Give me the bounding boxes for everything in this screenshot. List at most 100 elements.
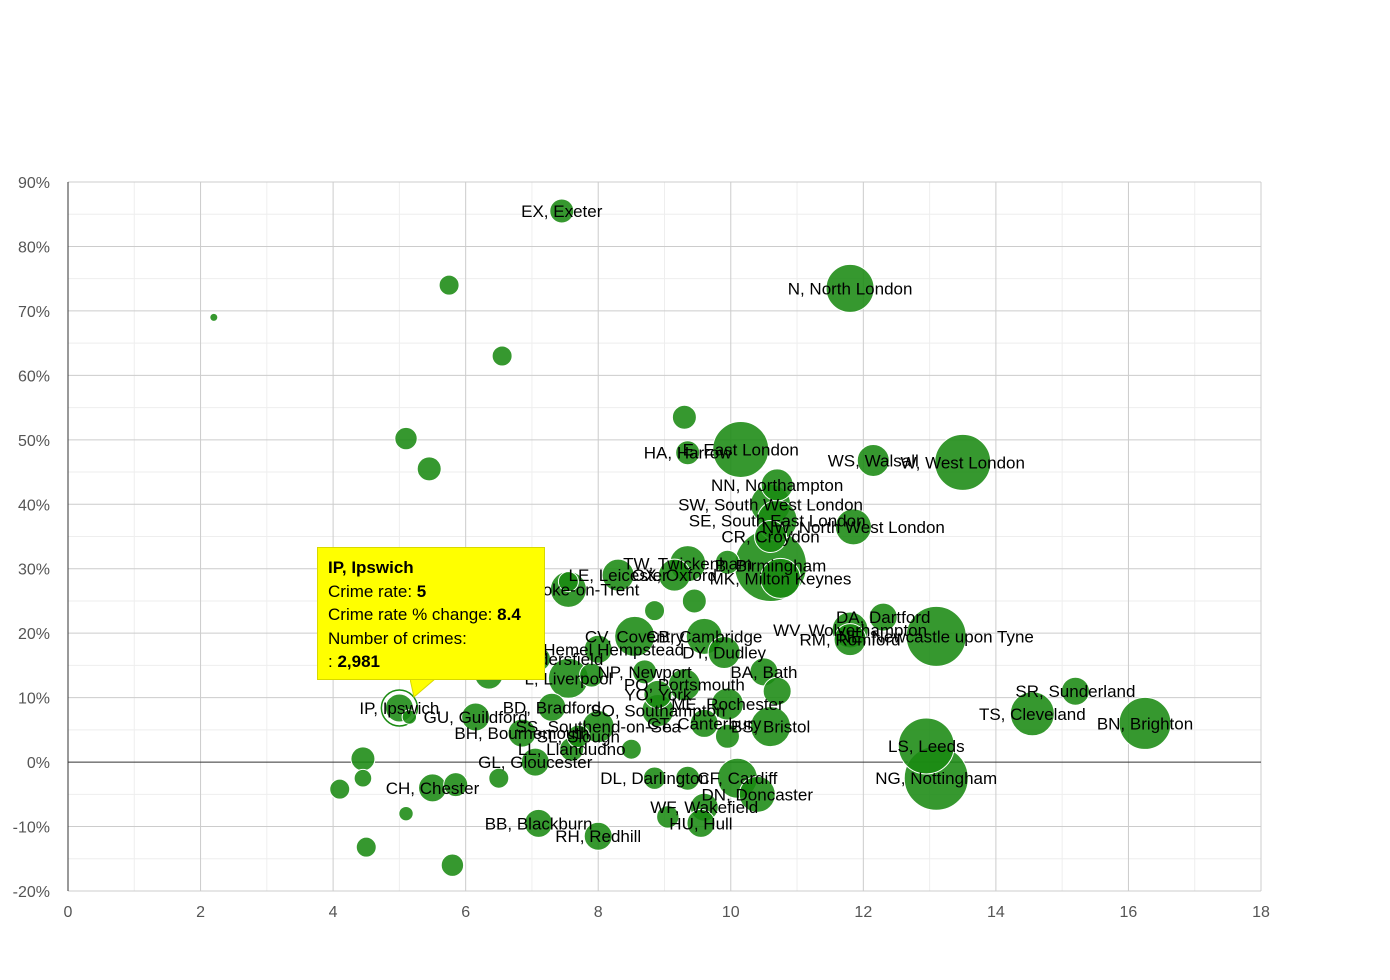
bubble[interactable] <box>443 772 469 798</box>
bubble[interactable] <box>583 634 613 664</box>
bubble[interactable] <box>710 687 744 721</box>
bubble-label: NE, Newcastle upon Tyne <box>839 627 1034 646</box>
bubble[interactable] <box>620 738 642 760</box>
bubble-label: CH, Chester <box>386 779 480 798</box>
bubble[interactable] <box>614 615 656 657</box>
y-tick-label: 80% <box>18 239 50 256</box>
bubble[interactable] <box>440 853 465 877</box>
bubble[interactable] <box>643 679 673 709</box>
bubble[interactable] <box>689 708 719 738</box>
bubble[interactable] <box>825 263 875 313</box>
bubble[interactable] <box>1009 691 1055 737</box>
bubble[interactable] <box>209 312 219 322</box>
bubble[interactable] <box>681 588 707 614</box>
bubble-label: ME, Rochester <box>671 695 784 714</box>
tooltip-title: IP, Ipswich <box>328 558 414 577</box>
bubble-label: DA, Dartford <box>836 608 930 627</box>
bubble[interactable] <box>557 571 579 593</box>
bubble-label: LE, Leicester <box>568 566 668 585</box>
y-tick-label: 0% <box>27 755 50 772</box>
bubble[interactable] <box>905 605 967 667</box>
tooltip: IP, Ipswich Crime rate: 5 Crime rate % c… <box>317 547 545 680</box>
bubble[interactable] <box>712 420 770 478</box>
bubble[interactable] <box>675 765 701 791</box>
x-tick-label: 8 <box>594 904 603 921</box>
bubble[interactable] <box>738 775 776 813</box>
bubble[interactable] <box>632 659 658 685</box>
bubble[interactable] <box>714 723 740 749</box>
bubble[interactable] <box>350 746 376 772</box>
bubble[interactable] <box>834 508 872 546</box>
bubble[interactable] <box>491 345 513 367</box>
bubble[interactable] <box>714 549 740 575</box>
bubble-label: WS, Walsall <box>828 451 919 470</box>
bubble[interactable] <box>656 805 680 829</box>
bubble[interactable] <box>1118 696 1172 750</box>
bubble[interactable] <box>461 702 491 732</box>
bubble[interactable] <box>856 443 890 477</box>
bubble[interactable] <box>566 724 591 749</box>
bubble[interactable] <box>537 692 567 722</box>
tooltip-pointer <box>410 679 436 698</box>
bubble[interactable] <box>583 821 613 851</box>
bubble[interactable] <box>549 198 575 224</box>
bubble[interactable] <box>671 404 697 430</box>
bubble[interactable] <box>750 706 792 748</box>
bubble[interactable] <box>707 636 741 670</box>
y-tick-label: 30% <box>18 562 50 579</box>
bubble-label: YO, York <box>624 685 692 704</box>
bubble[interactable] <box>355 836 377 858</box>
bubble[interactable] <box>416 456 442 482</box>
bubble[interactable] <box>401 709 418 725</box>
bubble[interactable] <box>329 778 351 800</box>
bubble[interactable] <box>657 558 691 592</box>
x-tick-label: 14 <box>987 904 1005 921</box>
bubble-label: NN, Northampton <box>711 476 843 495</box>
x-tick-label: 4 <box>329 904 338 921</box>
x-tick-label: 10 <box>722 904 740 921</box>
bubble[interactable] <box>353 768 373 788</box>
y-tick-label: 90% <box>18 175 50 192</box>
y-tick-label: 60% <box>18 368 50 385</box>
bubble[interactable] <box>579 662 605 688</box>
x-tick-label: 6 <box>461 904 470 921</box>
x-tick-label: 2 <box>196 904 205 921</box>
bubble-label: SR, Sunderland <box>1015 682 1135 701</box>
bubble-label: CT, Canterbury <box>647 714 762 733</box>
bubble[interactable] <box>642 766 667 790</box>
bubble[interactable] <box>686 808 716 838</box>
bubble-label: OX, Oxford <box>632 566 717 585</box>
bubble[interactable] <box>398 805 414 822</box>
bubble-label: HP, Hemel Hempstead <box>512 640 684 659</box>
bubble[interactable] <box>520 747 550 777</box>
bubble[interactable] <box>394 426 418 451</box>
bubble-label: B, Birmingham <box>715 557 826 576</box>
bubble-label: DL, Darlington <box>600 769 709 788</box>
bubble[interactable] <box>868 602 898 632</box>
bubble-label: SW, South West London <box>678 495 863 514</box>
bubble[interactable] <box>754 520 788 553</box>
bubble[interactable] <box>1060 676 1090 706</box>
bubble[interactable] <box>934 433 992 491</box>
bubble-label: NP, Newport <box>598 663 692 682</box>
bubble-label: WV, Wolverhampton <box>773 621 927 640</box>
bubble[interactable] <box>762 676 792 706</box>
bubble[interactable] <box>601 558 635 592</box>
bubble[interactable] <box>759 557 801 599</box>
bubble[interactable] <box>833 623 867 657</box>
bubble[interactable] <box>897 717 955 775</box>
bubble[interactable] <box>524 808 554 838</box>
bubble-label: RH, Redhill <box>555 827 641 846</box>
bubble[interactable] <box>488 767 510 789</box>
bubble-label: GU, Guildford <box>424 708 528 727</box>
bubble[interactable] <box>644 600 666 622</box>
bubble[interactable] <box>507 718 537 748</box>
tooltip-change-value: 8.4 <box>497 605 521 624</box>
bubble[interactable] <box>760 468 794 502</box>
bubble-label: EX, Exeter <box>521 202 603 221</box>
bubble[interactable] <box>438 274 460 296</box>
y-tick-label: 20% <box>18 626 50 643</box>
bubble[interactable] <box>675 440 701 466</box>
bubble-label: BA, Bath <box>730 663 797 682</box>
bubble-label: MK, Milton Keynes <box>710 569 852 588</box>
